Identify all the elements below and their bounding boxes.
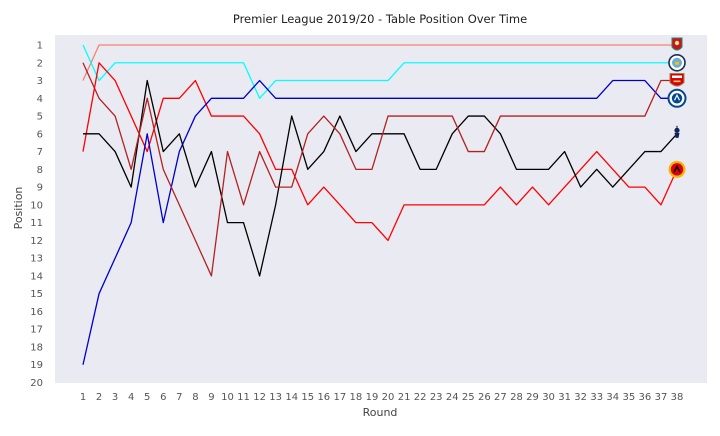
x-tick-label: 2	[96, 392, 102, 403]
y-tick-label: 5	[37, 112, 43, 123]
x-tick-label: 37	[655, 392, 668, 403]
y-tick-label: 12	[30, 236, 43, 247]
x-tick-label: 12	[253, 392, 266, 403]
x-tick-label: 10	[221, 392, 234, 403]
x-tick-label: 6	[160, 392, 166, 403]
x-axis-title: Round	[363, 406, 398, 419]
x-tick-label: 23	[430, 392, 443, 403]
y-tick-label: 14	[30, 271, 43, 282]
y-tick-label: 1	[37, 41, 43, 52]
series-line-arsenal	[82, 62, 677, 277]
chart-title: Premier League 2019/20 - Table Position …	[233, 12, 527, 26]
x-tick-label: 21	[398, 392, 411, 403]
liverpool-crest-icon	[671, 37, 683, 51]
x-tick-label: 15	[301, 392, 314, 403]
x-tick-label: 14	[285, 392, 298, 403]
x-axis-ticks: 1 2 3 4 5 6 7 8 9 10 11 12 13 14 15 16 17 18 19 20 21 22 23 24 2…	[80, 392, 684, 403]
x-tick-label: 34	[606, 392, 619, 403]
series-line-chelsea	[82, 79, 677, 365]
series-line-liverpool	[82, 44, 677, 81]
chelsea-crest-icon	[667, 88, 687, 108]
y-tick-label: 6	[37, 129, 43, 140]
x-tick-label: 8	[192, 392, 198, 403]
x-tick-label: 28	[510, 392, 523, 403]
x-tick-label: 11	[237, 392, 250, 403]
x-tick-label: 3	[112, 392, 118, 403]
x-tick-label: 22	[414, 392, 427, 403]
x-tick-label: 26	[478, 392, 491, 403]
x-tick-label: 31	[558, 392, 571, 403]
y-tick-label: 16	[30, 307, 43, 318]
y-tick-label: 18	[30, 342, 43, 353]
x-tick-label: 36	[639, 392, 652, 403]
series-lines	[82, 44, 678, 365]
series-line-manchester-city	[82, 44, 677, 99]
y-tick-label: 7	[37, 147, 43, 158]
x-tick-label: 33	[590, 392, 603, 403]
x-tick-label: 13	[269, 392, 282, 403]
y-tick-label: 10	[30, 200, 43, 211]
x-tick-label: 30	[542, 392, 555, 403]
x-tick-label: 5	[144, 392, 150, 403]
y-axis-title: Position	[12, 187, 25, 230]
arsenal-crest-icon	[669, 73, 685, 87]
y-tick-label: 11	[30, 218, 43, 229]
series-line-manchester-united	[82, 62, 678, 242]
x-tick-label: 29	[526, 392, 539, 403]
y-tick-label: 15	[30, 289, 43, 300]
y-tick-label: 3	[37, 76, 43, 87]
x-tick-label: 27	[494, 392, 507, 403]
y-tick-label: 8	[37, 165, 43, 176]
x-tick-label: 32	[574, 392, 587, 403]
x-tick-label: 20	[382, 392, 395, 403]
x-tick-label: 19	[366, 392, 379, 403]
x-tick-label: 18	[350, 392, 363, 403]
x-tick-label: 4	[128, 392, 134, 403]
y-tick-label: 9	[37, 183, 43, 194]
y-tick-label: 20	[30, 378, 43, 389]
y-tick-label: 17	[30, 325, 43, 336]
x-tick-label: 35	[622, 392, 635, 403]
y-tick-label: 2	[37, 58, 43, 69]
x-tick-label: 1	[80, 392, 86, 403]
x-tick-label: 38	[671, 392, 684, 403]
x-tick-label: 16	[317, 392, 330, 403]
x-tick-label: 9	[208, 392, 214, 403]
team-crest-icons	[667, 37, 687, 178]
plot-area	[55, 35, 707, 383]
y-tick-label: 4	[37, 94, 43, 105]
y-tick-label: 19	[30, 360, 43, 371]
y-tick-label: 13	[30, 254, 43, 265]
series-line-tottenham	[83, 79, 678, 277]
x-tick-label: 24	[446, 392, 459, 403]
x-tick-label: 25	[462, 392, 475, 403]
x-tick-label: 17	[333, 392, 346, 403]
tottenham-crest-icon	[674, 125, 680, 138]
manchester-city-crest-icon	[668, 53, 686, 72]
x-tick-label: 7	[176, 392, 182, 403]
manchester-united-crest-icon	[668, 160, 686, 178]
